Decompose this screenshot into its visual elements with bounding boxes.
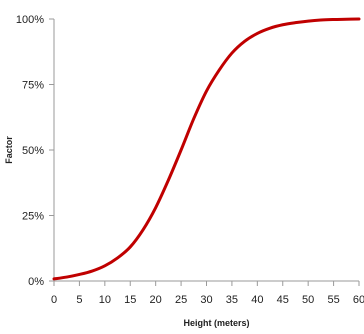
data-point <box>141 228 145 232</box>
y-tick-label: 75% <box>22 80 44 92</box>
y-tick-label: 0% <box>28 276 44 288</box>
series-line <box>52 17 361 281</box>
data-point <box>129 245 132 249</box>
data-point <box>306 19 310 23</box>
x-tick-label: 60 <box>353 294 364 306</box>
y-axis-ticks: 0% 25% 50% 75% 100% <box>16 14 54 288</box>
x-axis-ticks: 0 5 10 15 20 25 30 35 40 45 50 55 60 <box>51 281 364 306</box>
series-layer <box>52 17 361 281</box>
data-point <box>281 23 284 26</box>
data-point <box>179 148 183 152</box>
x-tick-label: 40 <box>251 294 263 306</box>
x-tick-label: 45 <box>277 294 289 306</box>
x-tick-label: 10 <box>99 294 111 306</box>
y-axis-title: Factor <box>4 136 14 164</box>
x-tick-label: 0 <box>51 294 57 306</box>
data-point <box>65 275 68 279</box>
data-point <box>357 17 361 21</box>
x-tick-label: 50 <box>302 294 314 306</box>
data-point <box>268 26 272 30</box>
data-point <box>256 32 259 35</box>
data-point <box>90 269 94 273</box>
x-axis-title: Height (meters) <box>183 318 249 328</box>
data-point <box>154 206 157 209</box>
data-point <box>192 117 195 120</box>
data-point <box>230 51 234 55</box>
data-point <box>294 21 297 24</box>
y-tick-label: 25% <box>22 211 44 223</box>
x-tick-label: 55 <box>327 294 339 306</box>
x-tick-label: 5 <box>76 294 82 306</box>
data-point <box>243 40 246 43</box>
x-tick-label: 30 <box>200 294 212 306</box>
data-point <box>78 273 81 276</box>
x-tick-label: 35 <box>226 294 238 306</box>
data-point <box>332 18 335 21</box>
data-point <box>116 256 119 260</box>
data-point <box>218 68 221 72</box>
x-tick-label: 15 <box>124 294 136 306</box>
data-point <box>345 18 348 21</box>
data-point <box>52 277 56 281</box>
data-point <box>205 89 208 93</box>
x-tick-label: 25 <box>175 294 187 306</box>
data-point <box>319 18 323 22</box>
data-point <box>167 178 170 182</box>
y-tick-label: 100% <box>16 14 44 26</box>
data-point <box>103 264 107 268</box>
y-tick-label: 50% <box>22 145 44 157</box>
x-tick-label: 20 <box>150 294 162 306</box>
